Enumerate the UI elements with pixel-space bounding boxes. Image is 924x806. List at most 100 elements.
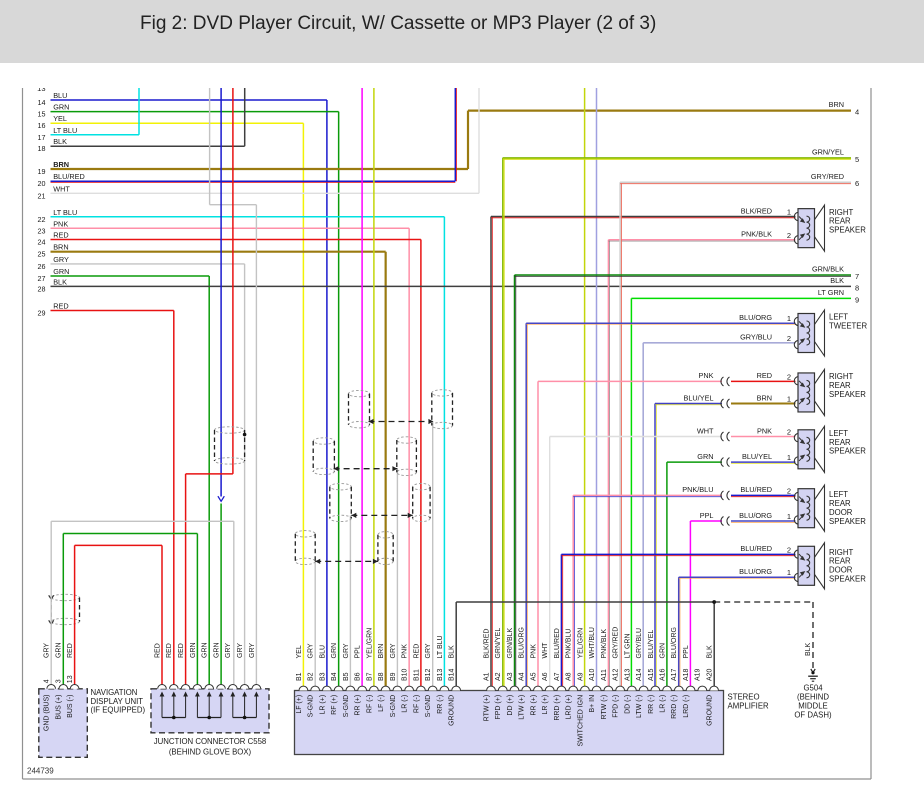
svg-text:DISPLAY UNIT: DISPLAY UNIT: [91, 697, 144, 706]
svg-text:TWEETER: TWEETER: [829, 322, 867, 331]
svg-text:BLK: BLK: [706, 645, 713, 659]
svg-text:A6: A6: [542, 672, 549, 681]
svg-text:BLU/ORG: BLU/ORG: [739, 567, 772, 576]
svg-text:BLU/RED: BLU/RED: [554, 628, 561, 658]
svg-text:SPEAKER: SPEAKER: [829, 447, 866, 456]
svg-text:B5: B5: [343, 672, 350, 681]
svg-text:GRY: GRY: [390, 643, 397, 658]
svg-text:LF (-): LF (-): [378, 695, 385, 712]
svg-text:1: 1: [787, 568, 791, 577]
svg-text:A14: A14: [636, 668, 643, 681]
svg-text:BLK: BLK: [53, 137, 67, 146]
svg-text:25: 25: [38, 250, 46, 259]
svg-text:BLU/ORG: BLU/ORG: [739, 313, 772, 322]
svg-text:B6: B6: [355, 672, 362, 681]
svg-text:A9: A9: [577, 672, 584, 681]
svg-text:RED: RED: [166, 643, 173, 658]
svg-text:(IF EQUIPPED): (IF EQUIPPED): [91, 706, 146, 715]
svg-text:RRD (+): RRD (+): [554, 695, 561, 721]
svg-text:GRY: GRY: [425, 643, 432, 658]
svg-text:A15: A15: [648, 668, 655, 681]
svg-text:BLU: BLU: [53, 91, 67, 100]
svg-text:BLU/ORG: BLU/ORG: [739, 511, 772, 520]
svg-text:RF (-): RF (-): [413, 695, 420, 713]
svg-text:S-GND: S-GND: [308, 695, 315, 718]
svg-text:WHT: WHT: [542, 642, 549, 659]
svg-text:LR (+): LR (+): [319, 695, 326, 715]
svg-text:BLK: BLK: [53, 277, 67, 286]
svg-text:AMPLIFIER: AMPLIFIER: [728, 701, 770, 710]
svg-text:REAR: REAR: [829, 438, 851, 447]
svg-text:1: 1: [787, 453, 791, 462]
svg-text:A8: A8: [566, 672, 573, 681]
svg-text:JUNCTION CONNECTOR C558: JUNCTION CONNECTOR C558: [154, 737, 267, 746]
svg-text:GND (BUS): GND (BUS): [44, 695, 51, 732]
svg-text:22: 22: [38, 215, 46, 224]
svg-text:PPL: PPL: [683, 645, 690, 658]
svg-text:244739: 244739: [27, 767, 54, 776]
svg-text:GRY: GRY: [53, 255, 69, 264]
svg-text:RIGHT: RIGHT: [829, 548, 853, 557]
svg-text:15: 15: [38, 110, 46, 119]
svg-text:RTW (-): RTW (-): [601, 695, 608, 720]
svg-text:A5: A5: [530, 672, 537, 681]
svg-text:SPEAKER: SPEAKER: [829, 390, 866, 399]
svg-text:BUS (+): BUS (+): [56, 695, 63, 720]
svg-text:B8: B8: [378, 672, 385, 681]
svg-text:GRY: GRY: [237, 643, 244, 658]
svg-text:A20: A20: [706, 668, 713, 681]
svg-text:RED: RED: [53, 231, 68, 240]
svg-text:A18: A18: [683, 668, 690, 681]
svg-text:18: 18: [38, 144, 46, 153]
svg-text:B9: B9: [390, 672, 397, 681]
svg-text:REAR: REAR: [829, 557, 851, 566]
svg-text:29: 29: [38, 309, 46, 318]
svg-text:8: 8: [855, 284, 859, 293]
svg-text:RED: RED: [67, 643, 74, 658]
svg-text:6: 6: [855, 179, 859, 188]
svg-text:PNK/BLK: PNK/BLK: [741, 230, 772, 239]
svg-text:1: 1: [787, 208, 791, 217]
svg-text:MIDDLE: MIDDLE: [798, 702, 827, 711]
svg-text:4: 4: [44, 679, 51, 683]
svg-text:BLU/RED: BLU/RED: [53, 172, 85, 181]
svg-text:GRN/BLK: GRN/BLK: [812, 265, 844, 274]
svg-text:BLU/YEL: BLU/YEL: [683, 393, 713, 402]
svg-text:A16: A16: [660, 668, 667, 681]
svg-text:A17: A17: [671, 668, 678, 681]
svg-text:LRD (+): LRD (+): [566, 695, 573, 720]
svg-text:GRN: GRN: [331, 643, 338, 659]
svg-text:13: 13: [37, 84, 45, 93]
svg-text:YEL: YEL: [296, 645, 303, 658]
svg-text:A7: A7: [554, 672, 561, 681]
svg-text:BLU/ORG: BLU/ORG: [671, 627, 678, 659]
svg-text:PPL: PPL: [700, 511, 714, 520]
svg-text:S-GND: S-GND: [390, 695, 397, 718]
svg-text:GRN/BLK: GRN/BLK: [507, 627, 514, 658]
svg-text:GRY/RED: GRY/RED: [613, 627, 620, 659]
svg-text:RF (+): RF (+): [331, 695, 338, 715]
svg-text:PNK: PNK: [402, 644, 409, 659]
svg-text:YEL: YEL: [53, 114, 67, 123]
svg-text:DD (-): DD (-): [624, 695, 631, 714]
svg-text:LF (+): LF (+): [296, 695, 303, 714]
svg-text:13: 13: [67, 675, 74, 683]
svg-text:BLU: BLU: [319, 645, 326, 659]
svg-text:B7: B7: [366, 672, 373, 681]
svg-text:LR (+): LR (+): [542, 695, 549, 715]
svg-text:PNK: PNK: [530, 644, 537, 659]
svg-text:2: 2: [787, 428, 791, 437]
svg-text:19: 19: [38, 167, 46, 176]
svg-text:26: 26: [38, 262, 46, 271]
svg-text:GROUND: GROUND: [449, 695, 456, 726]
svg-text:B4: B4: [331, 672, 338, 681]
svg-text:BRN: BRN: [53, 160, 69, 169]
svg-text:A11: A11: [601, 669, 608, 681]
svg-text:GRN: GRN: [190, 642, 197, 658]
svg-text:STEREO: STEREO: [728, 693, 760, 702]
svg-text:PNK/BLU: PNK/BLU: [682, 485, 713, 494]
svg-text:BRN: BRN: [829, 100, 844, 109]
svg-text:4: 4: [855, 108, 859, 117]
svg-text:LR (-): LR (-): [660, 695, 667, 713]
svg-text:S-GND: S-GND: [425, 695, 432, 718]
